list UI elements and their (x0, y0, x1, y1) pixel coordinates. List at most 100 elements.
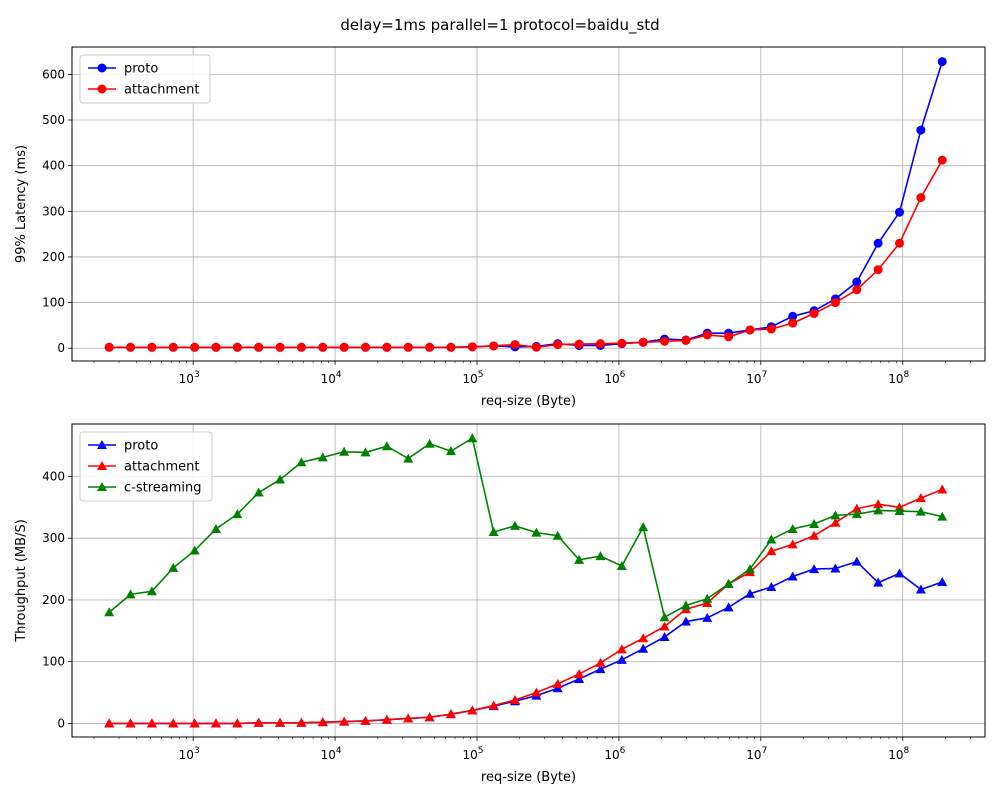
throughput-data-point-proto (702, 612, 713, 622)
throughput-data-point-attachment (595, 657, 606, 667)
throughput-data-point-c-streaming (424, 438, 435, 448)
throughput-legend-marker-attachment (97, 461, 107, 470)
throughput-y-tick-label: 0 (57, 716, 65, 730)
throughput-data-point-proto (744, 588, 755, 598)
latency-data-point-attachment (104, 342, 114, 352)
throughput-data-point-attachment (937, 484, 948, 494)
throughput-data-point-c-streaming (467, 433, 478, 443)
throughput-data-point-c-streaming (403, 453, 414, 463)
throughput-data-point-c-streaming (937, 511, 948, 521)
latency-data-point-attachment (318, 342, 328, 352)
latency-data-point-attachment (254, 342, 264, 352)
latency-legend-marker-attachment (97, 84, 107, 94)
latency-data-point-attachment (724, 332, 734, 342)
latency-data-point-attachment (660, 336, 670, 346)
latency-data-point-attachment (745, 325, 755, 335)
throughput-data-point-attachment (467, 705, 478, 715)
latency-x-tick-label: 105 (462, 370, 483, 386)
throughput-data-point-c-streaming (339, 446, 350, 456)
throughput-data-point-c-streaming (275, 474, 286, 484)
throughput-y-tick-label: 300 (42, 531, 65, 545)
throughput-legend-marker-proto (97, 440, 107, 449)
latency-data-point-attachment (232, 342, 242, 352)
throughput-legend: proto attachment c-streaming (79, 431, 213, 502)
latency-data-point-attachment (446, 342, 456, 352)
latency-y-tick-label: 600 (42, 67, 65, 81)
throughput-data-point-proto (616, 654, 627, 664)
throughput-data-point-c-streaming (189, 545, 200, 555)
throughput-data-point-attachment (659, 621, 670, 631)
latency-data-point-attachment (126, 342, 136, 352)
latency-x-tick-label: 103 (179, 370, 200, 386)
throughput-data-point-attachment (787, 539, 798, 549)
throughput-data-point-c-streaming (488, 527, 499, 537)
throughput-data-point-attachment (616, 644, 627, 654)
throughput-data-point-proto (574, 673, 585, 683)
latency-x-axis-label: req-size (Byte) (481, 394, 576, 409)
throughput-data-point-attachment (168, 718, 179, 728)
latency-data-point-attachment (702, 330, 712, 340)
throughput-data-point-attachment (488, 700, 499, 710)
throughput-data-point-proto (937, 577, 948, 587)
throughput-data-point-attachment (360, 715, 371, 725)
latency-data-point-attachment (168, 342, 178, 352)
throughput-y-tick-label: 400 (42, 469, 65, 483)
throughput-data-point-c-streaming (595, 551, 606, 561)
throughput-data-point-attachment (809, 530, 820, 540)
latency-data-point-attachment (553, 340, 563, 350)
throughput-data-point-c-streaming (510, 520, 521, 530)
throughput-data-point-attachment (232, 718, 243, 728)
latency-data-point-attachment (766, 324, 776, 334)
throughput-data-point-c-streaming (168, 562, 179, 572)
throughput-data-point-c-streaming (787, 523, 798, 533)
latency-legend-marker-proto (97, 63, 107, 73)
throughput-data-point-c-streaming (809, 519, 820, 529)
latency-data-point-attachment (489, 341, 499, 351)
throughput-data-point-c-streaming (659, 612, 670, 622)
latency-data-point-attachment (339, 342, 349, 352)
latency-x-tick-label: 108 (888, 370, 909, 386)
throughput-data-point-proto (680, 616, 691, 626)
throughput-x-tick-label: 107 (746, 746, 767, 762)
throughput-data-point-attachment (552, 678, 563, 688)
throughput-data-point-attachment (210, 718, 221, 728)
throughput-data-point-proto (873, 577, 884, 587)
throughput-data-point-c-streaming (296, 457, 307, 467)
latency-data-point-attachment (788, 318, 798, 328)
throughput-data-point-c-streaming (381, 441, 392, 451)
latency-y-axis-label: 99% Latency (ms) (14, 145, 29, 263)
latency-data-point-attachment (211, 342, 221, 352)
latency-axes-frame (71, 46, 986, 362)
throughput-data-point-proto (595, 664, 606, 674)
throughput-data-point-c-streaming (531, 527, 542, 537)
throughput-x-axis-label: req-size (Byte) (481, 770, 576, 785)
latency-data-point-attachment (275, 342, 285, 352)
throughput-data-point-proto (659, 631, 670, 641)
latency-data-point-attachment (617, 338, 627, 348)
throughput-data-point-c-streaming (232, 509, 243, 519)
latency-data-point-attachment (531, 342, 541, 352)
throughput-data-point-c-streaming (146, 586, 157, 596)
throughput-data-point-attachment (766, 546, 777, 556)
throughput-data-point-c-streaming (744, 564, 755, 574)
latency-data-point-proto (937, 57, 947, 67)
latency-legend-label-attachment: attachment (124, 83, 200, 98)
latency-data-point-attachment (809, 309, 819, 319)
throughput-x-tick-label: 104 (321, 746, 342, 762)
latency-y-tick-label: 300 (42, 204, 65, 218)
throughput-data-point-attachment (146, 718, 157, 728)
throughput-data-point-c-streaming (873, 505, 884, 515)
throughput-data-point-attachment (381, 714, 392, 724)
throughput-data-point-c-streaming (104, 607, 115, 617)
throughput-data-point-c-streaming (680, 600, 691, 610)
throughput-data-point-attachment (873, 499, 884, 509)
throughput-data-point-attachment (510, 694, 521, 704)
latency-x-tick-label: 106 (604, 370, 625, 386)
latency-data-point-attachment (467, 342, 477, 352)
throughput-data-point-proto (830, 563, 841, 573)
latency-data-point-attachment (852, 285, 862, 295)
throughput-data-point-attachment (275, 717, 286, 727)
throughput-data-point-c-streaming (894, 506, 905, 516)
throughput-data-point-attachment (104, 718, 115, 728)
